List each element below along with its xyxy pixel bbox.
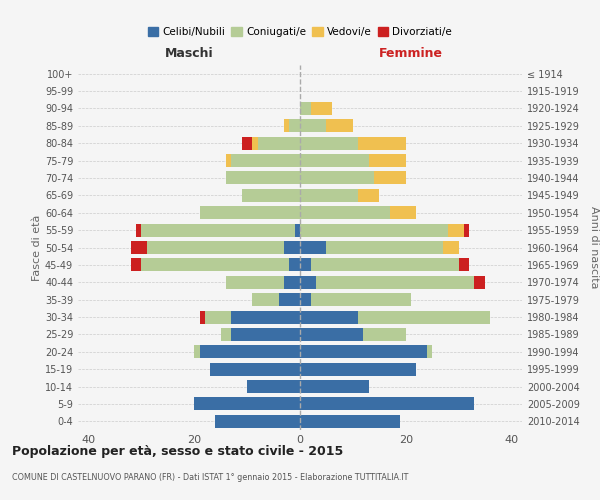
Bar — [258, 136, 300, 149]
Bar — [284, 241, 300, 254]
Bar — [226, 154, 231, 167]
Bar — [300, 136, 358, 149]
Bar — [147, 241, 284, 254]
Legend: Celibi/Nubili, Coniugati/e, Vedovi/e, Divorziati/e: Celibi/Nubili, Coniugati/e, Vedovi/e, Di… — [143, 23, 457, 41]
Bar — [358, 310, 490, 324]
Bar — [458, 258, 469, 272]
Bar — [247, 380, 300, 393]
Bar — [311, 293, 411, 306]
Bar — [300, 241, 326, 254]
Bar — [200, 206, 300, 220]
Bar — [194, 398, 300, 410]
Bar — [142, 224, 295, 236]
Bar — [226, 172, 300, 184]
Bar — [390, 206, 416, 220]
Bar — [427, 346, 432, 358]
Bar — [300, 189, 358, 202]
Bar — [300, 380, 369, 393]
Bar — [284, 120, 289, 132]
Y-axis label: Anni di nascita: Anni di nascita — [589, 206, 599, 289]
Bar — [136, 224, 142, 236]
Bar — [300, 206, 390, 220]
Bar — [205, 310, 231, 324]
Text: COMUNE DI CASTELNUOVO PARANO (FR) - Dati ISTAT 1° gennaio 2015 - Elaborazione TU: COMUNE DI CASTELNUOVO PARANO (FR) - Dati… — [12, 473, 409, 482]
Bar — [200, 346, 300, 358]
Bar — [131, 241, 147, 254]
Bar — [464, 224, 469, 236]
Bar — [300, 120, 326, 132]
Bar — [221, 328, 231, 341]
Bar — [242, 136, 253, 149]
Bar — [242, 189, 300, 202]
Bar — [284, 276, 300, 289]
Bar — [311, 258, 458, 272]
Bar — [358, 189, 379, 202]
Bar — [226, 276, 284, 289]
Bar — [300, 328, 364, 341]
Bar — [253, 293, 279, 306]
Bar — [475, 276, 485, 289]
Bar — [369, 154, 406, 167]
Bar — [326, 241, 443, 254]
Bar — [253, 136, 258, 149]
Bar — [300, 154, 369, 167]
Bar — [295, 224, 300, 236]
Bar — [311, 102, 332, 115]
Text: Popolazione per età, sesso e stato civile - 2015: Popolazione per età, sesso e stato civil… — [12, 445, 343, 458]
Bar — [300, 276, 316, 289]
Y-axis label: Fasce di età: Fasce di età — [32, 214, 42, 280]
Bar — [448, 224, 464, 236]
Bar — [194, 346, 200, 358]
Bar — [142, 258, 289, 272]
Bar — [231, 154, 300, 167]
Bar — [300, 346, 427, 358]
Bar — [300, 362, 416, 376]
Bar — [300, 172, 374, 184]
Text: Femmine: Femmine — [379, 47, 443, 60]
Bar — [300, 224, 448, 236]
Bar — [289, 120, 300, 132]
Bar — [131, 258, 142, 272]
Bar — [358, 136, 406, 149]
Bar — [210, 362, 300, 376]
Text: Maschi: Maschi — [164, 47, 214, 60]
Bar — [231, 310, 300, 324]
Bar — [300, 398, 475, 410]
Bar — [316, 276, 475, 289]
Bar — [300, 258, 311, 272]
Bar — [289, 258, 300, 272]
Bar — [300, 293, 311, 306]
Bar — [300, 310, 358, 324]
Bar — [300, 415, 400, 428]
Bar — [215, 415, 300, 428]
Bar — [326, 120, 353, 132]
Bar — [231, 328, 300, 341]
Bar — [300, 102, 311, 115]
Bar — [374, 172, 406, 184]
Bar — [279, 293, 300, 306]
Bar — [364, 328, 406, 341]
Bar — [443, 241, 458, 254]
Bar — [200, 310, 205, 324]
